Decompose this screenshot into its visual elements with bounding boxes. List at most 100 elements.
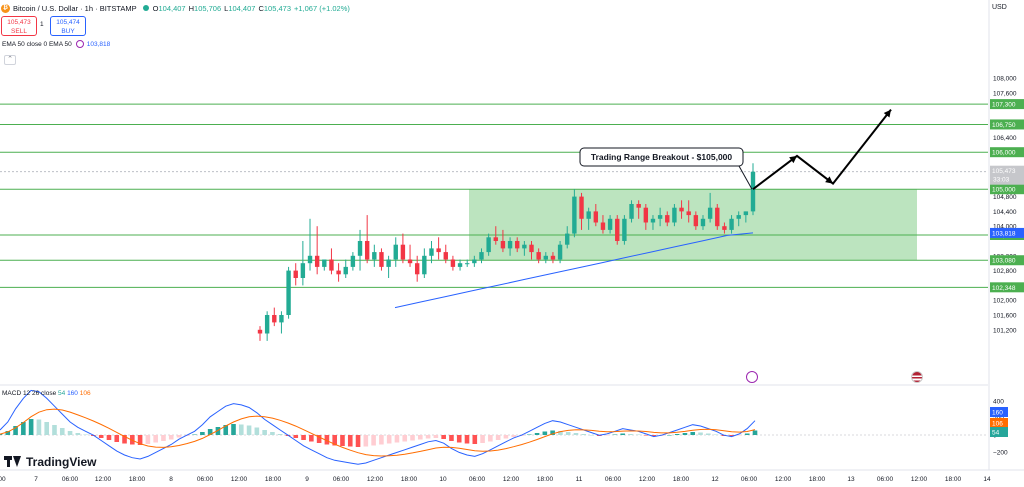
ema-legend-value: 103,818 xyxy=(86,40,111,48)
candle-body-31 xyxy=(479,252,484,260)
macd-hist-bar-29 xyxy=(223,425,229,435)
macd-hist-bar-54 xyxy=(418,435,423,440)
level-badge-label-5: 103,080 xyxy=(992,258,1016,265)
level-badge-1 xyxy=(990,119,1024,130)
macd-hist-bar-5 xyxy=(36,419,42,435)
candle-body-60 xyxy=(686,211,691,216)
ema-legend[interactable]: EMA 50 close 0 EMA 50 103,818 xyxy=(2,40,110,48)
candle-body-11 xyxy=(336,270,341,275)
macd-hist-bar-22 xyxy=(168,435,174,440)
macd-hist-bar-31 xyxy=(238,424,244,435)
projection-path xyxy=(752,108,892,190)
candle-body-43 xyxy=(565,233,570,245)
macd-hist-bar-36 xyxy=(277,434,283,435)
change-value: +1,067 (+1.02%) xyxy=(294,3,350,13)
macd-hist-bar-80 xyxy=(620,433,625,435)
macd-hist-bar-68 xyxy=(526,434,532,435)
macd-hist-bar-76 xyxy=(589,435,594,436)
macd-hist-bar-44 xyxy=(340,435,345,446)
level-badge-label-3: 105,000 xyxy=(992,187,1016,194)
macd-hist-bar-49 xyxy=(379,435,384,445)
macd-hist-bar-2 xyxy=(13,426,18,435)
symbol-title[interactable]: Bitcoin / U.S. Dollar · 1h · BITSTAMP xyxy=(13,3,137,13)
macd-hist-bar-7 xyxy=(52,425,57,435)
us-flag-icon[interactable] xyxy=(911,371,923,383)
macd-hist-bar-33 xyxy=(254,427,260,435)
macd-hist-bar-27 xyxy=(207,429,213,435)
time-tick-label-0: 00 xyxy=(0,476,6,483)
macd-hist-bar-34 xyxy=(262,430,267,435)
candle-body-62 xyxy=(700,218,706,227)
macd-hist-bar-59 xyxy=(456,435,462,443)
candle-body-29 xyxy=(465,263,470,265)
macd-hist-bar-66 xyxy=(511,435,517,437)
currency-label[interactable]: USD xyxy=(992,4,1007,11)
sell-button[interactable]: 105,473 SELL xyxy=(1,16,37,36)
time-tick-label-16: 18:00 xyxy=(537,476,554,483)
candle-body-51 xyxy=(622,218,627,241)
projection-arrowhead-dip xyxy=(825,176,833,184)
macd-hist-bar-19 xyxy=(145,435,151,444)
tradingview-logo[interactable]: TradingView xyxy=(4,455,96,469)
event-marker-icon[interactable] xyxy=(746,371,758,383)
candle-body-63 xyxy=(707,207,713,219)
macd-hist-bar-43 xyxy=(332,435,337,446)
macd-hist-bar-39 xyxy=(301,435,306,440)
macd-hist-bar-26 xyxy=(200,432,205,435)
candle-body-52 xyxy=(629,203,634,219)
time-tick-label-20: 18:00 xyxy=(673,476,690,483)
macd-hist-bar-1 xyxy=(5,431,11,435)
bitcoin-icon: ₿ xyxy=(1,3,10,13)
candle-body-66 xyxy=(729,218,734,230)
candle-body-16 xyxy=(372,252,377,260)
macd-hist-bar-15 xyxy=(114,435,120,442)
macd-legend-macd: 160 xyxy=(67,390,78,397)
candle-body-4 xyxy=(286,270,291,315)
macd-legend-hist: 54 xyxy=(58,390,66,397)
macd-hist-bar-52 xyxy=(402,435,408,442)
time-tick-label-21: 12 xyxy=(711,476,719,483)
indicator-settings-icon[interactable] xyxy=(75,40,84,48)
candle-body-49 xyxy=(607,218,613,230)
candle-body-8 xyxy=(314,255,320,267)
candle-body-61 xyxy=(693,215,699,227)
buy-label: BUY xyxy=(61,28,75,35)
brand-name: TradingView xyxy=(26,455,97,469)
candle-body-54 xyxy=(643,207,649,223)
macd-hist-bar-23 xyxy=(176,435,182,438)
candle-body-59 xyxy=(679,207,684,212)
candle-body-42 xyxy=(557,244,563,260)
candle-body-22 xyxy=(414,263,420,275)
projection-arrowhead-mid xyxy=(789,155,797,164)
low-value: 104,407 xyxy=(228,3,256,13)
price-tick-label-5: 104,400 xyxy=(993,209,1017,216)
current-price-badge-label: 105,473 xyxy=(992,168,1016,175)
macd-hist-bar-47 xyxy=(363,435,369,447)
collapse-legend-button[interactable]: ⌃ xyxy=(4,55,16,65)
macd-hist-bar-62 xyxy=(480,435,485,443)
close-label: C xyxy=(258,3,264,13)
current-price-badge xyxy=(990,165,1024,185)
time-tick-label-27: 12:00 xyxy=(911,476,928,483)
time-tick-label-13: 10 xyxy=(439,476,447,483)
candle-body-65 xyxy=(722,226,727,230)
candle-body-36 xyxy=(515,240,520,249)
buy-button[interactable]: 105,474 BUY xyxy=(50,16,86,36)
time-tick-label-14: 06:00 xyxy=(469,476,486,483)
macd-hist-bar-72 xyxy=(558,431,563,435)
macd-hist-bar-86 xyxy=(667,435,672,436)
macd-hist-bar-6 xyxy=(44,422,50,435)
time-tick-label-10: 06:00 xyxy=(333,476,350,483)
low-label: L xyxy=(224,3,229,13)
candle-body-6 xyxy=(300,263,306,278)
annotation-box xyxy=(579,147,744,167)
level-badge-0 xyxy=(990,99,1024,110)
macd-legend[interactable]: MACD 12 26 close 54 160 106 xyxy=(2,390,91,397)
candle-body-46 xyxy=(586,211,591,219)
macd-hist-bar-48 xyxy=(371,435,376,446)
time-tick-label-9: 9 xyxy=(305,476,309,483)
level-badge-6 xyxy=(990,282,1024,293)
level-badge-2 xyxy=(990,147,1024,158)
